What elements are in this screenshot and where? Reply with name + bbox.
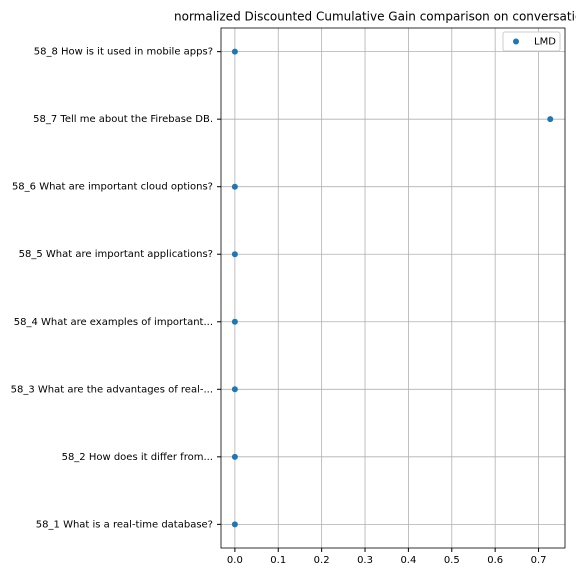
point [231, 251, 238, 258]
x-tick-label: 0.4 [400, 555, 416, 566]
x-tick-label: 0.6 [487, 555, 503, 566]
y-tick-label: 58_5 What are important applications? [19, 249, 213, 260]
y-tick-label: 58_6 What are important cloud options? [12, 182, 213, 193]
legend-label: LMD [534, 37, 556, 48]
x-tick-label: 0.7 [531, 555, 547, 566]
x-tick-label: 0.3 [357, 555, 373, 566]
y-tick-label: 58_7 Tell me about the Firebase DB. [33, 114, 213, 125]
point [231, 386, 238, 393]
point [231, 318, 238, 325]
x-tick-label: 0.5 [444, 555, 460, 566]
point [231, 521, 238, 528]
y-tick-label: 58_4 What are examples of important... [14, 317, 213, 328]
y-tick-label: 58_8 How is it used in mobile apps? [34, 47, 213, 58]
x-tick-label: 0.0 [227, 555, 243, 566]
legend-marker [513, 38, 519, 45]
legend-box [502, 31, 561, 52]
point [231, 48, 238, 55]
point [547, 116, 554, 123]
plot-frame [220, 27, 566, 549]
point [231, 183, 238, 190]
point [231, 453, 238, 460]
y-tick-label: 58_3 What are the advantages of real-... [11, 384, 213, 395]
x-tick-label: 0.2 [314, 555, 330, 566]
y-tick-label: 58_1 What is a real-time database? [36, 519, 213, 530]
x-tick-label: 0.1 [270, 555, 286, 566]
y-tick-label: 58_2 How does it differ from... [62, 452, 213, 463]
chart-title: normalized Discounted Cumulative Gain co… [174, 10, 576, 24]
legend: LMD [502, 31, 561, 52]
